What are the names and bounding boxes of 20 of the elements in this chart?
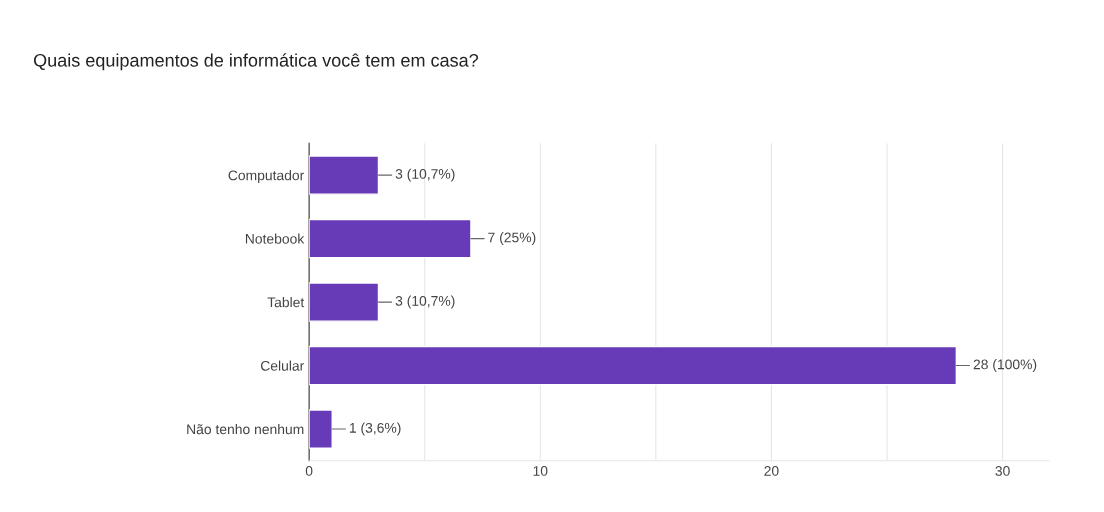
x-tick-label: 20 [764, 466, 779, 476]
x-tick-label: 10 [533, 466, 548, 476]
bar [309, 218, 472, 259]
y-tick-label: Tablet [267, 297, 305, 308]
chart-title: Quais equipamentos de informática você tem em casa? [33, 53, 479, 71]
bar [309, 155, 380, 195]
y-tick-label: Não tenho nenhum [187, 424, 304, 435]
y-tick-label: Notebook [245, 233, 305, 244]
data-label: 1 (3,6%) [349, 422, 401, 436]
data-label: 7 (25%) [488, 232, 536, 246]
y-tick-label: Computador [228, 170, 305, 184]
data-label: 3 (10,7%) [395, 295, 455, 309]
bar [309, 345, 958, 386]
bar [309, 282, 380, 322]
y-tick-label: Celular [260, 360, 305, 371]
data-label: 3 (10,7%) [395, 168, 455, 182]
x-tick-label: 30 [995, 466, 1010, 476]
x-tick-label: 0 [305, 466, 313, 476]
data-label: 28 (100%) [973, 359, 1037, 373]
bar [309, 409, 333, 449]
